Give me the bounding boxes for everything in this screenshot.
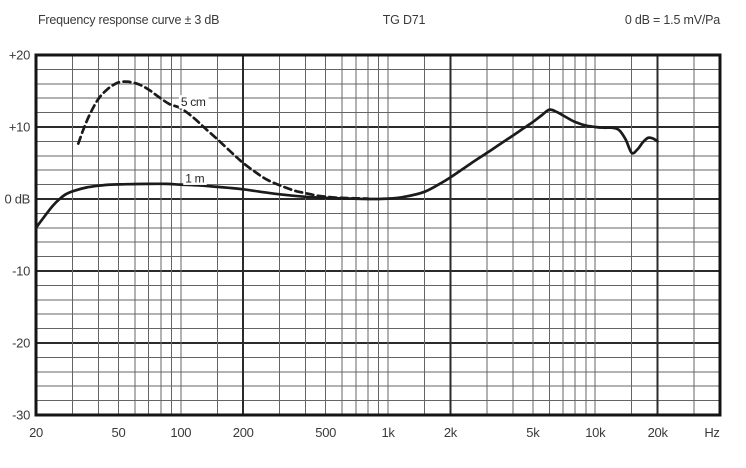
y-tick-label: -20 <box>12 336 30 351</box>
x-axis-tick-labels: 20 50 100 200 500 1k 2k 5k 10k 20k Hz <box>29 425 720 440</box>
curve-label-bg <box>183 171 207 185</box>
y-tick-label: -10 <box>12 264 30 279</box>
curve-label-1m: 1 m <box>185 171 204 185</box>
curve-label-5cm: 5 cm <box>181 95 206 109</box>
model-label: TG D71 <box>382 13 426 27</box>
x-tick-label: 5k <box>526 425 540 440</box>
x-axis-unit-label: Hz <box>704 425 719 440</box>
sensitivity-label: 0 dB = 1.5 mV/Pa <box>624 13 720 27</box>
x-tick-label: 1k <box>381 425 395 440</box>
curve-label-bg <box>178 95 209 109</box>
y-axis-tick-labels: +20 +10 0 dB -10 -20 -30 <box>4 48 30 423</box>
x-tick-label: 200 <box>233 425 254 440</box>
curve-1m <box>34 108 659 230</box>
x-tick-label: 500 <box>315 425 336 440</box>
grid-layer <box>36 55 720 415</box>
curve-5cm <box>76 80 370 200</box>
y-tick-label: +20 <box>9 48 30 63</box>
y-tick-label: -30 <box>12 408 30 423</box>
chart-title: Frequency response curve ± 3 dB <box>38 13 220 27</box>
y-tick-label: +10 <box>9 120 30 135</box>
x-tick-label: 2k <box>444 425 458 440</box>
y-tick-label: 0 dB <box>4 192 30 207</box>
x-tick-label: 50 <box>112 425 126 440</box>
x-tick-label: 10k <box>585 425 606 440</box>
x-tick-label: 100 <box>170 425 191 440</box>
x-tick-label: 20k <box>648 425 669 440</box>
plot-border <box>34 53 722 417</box>
x-tick-label: 20 <box>29 425 43 440</box>
